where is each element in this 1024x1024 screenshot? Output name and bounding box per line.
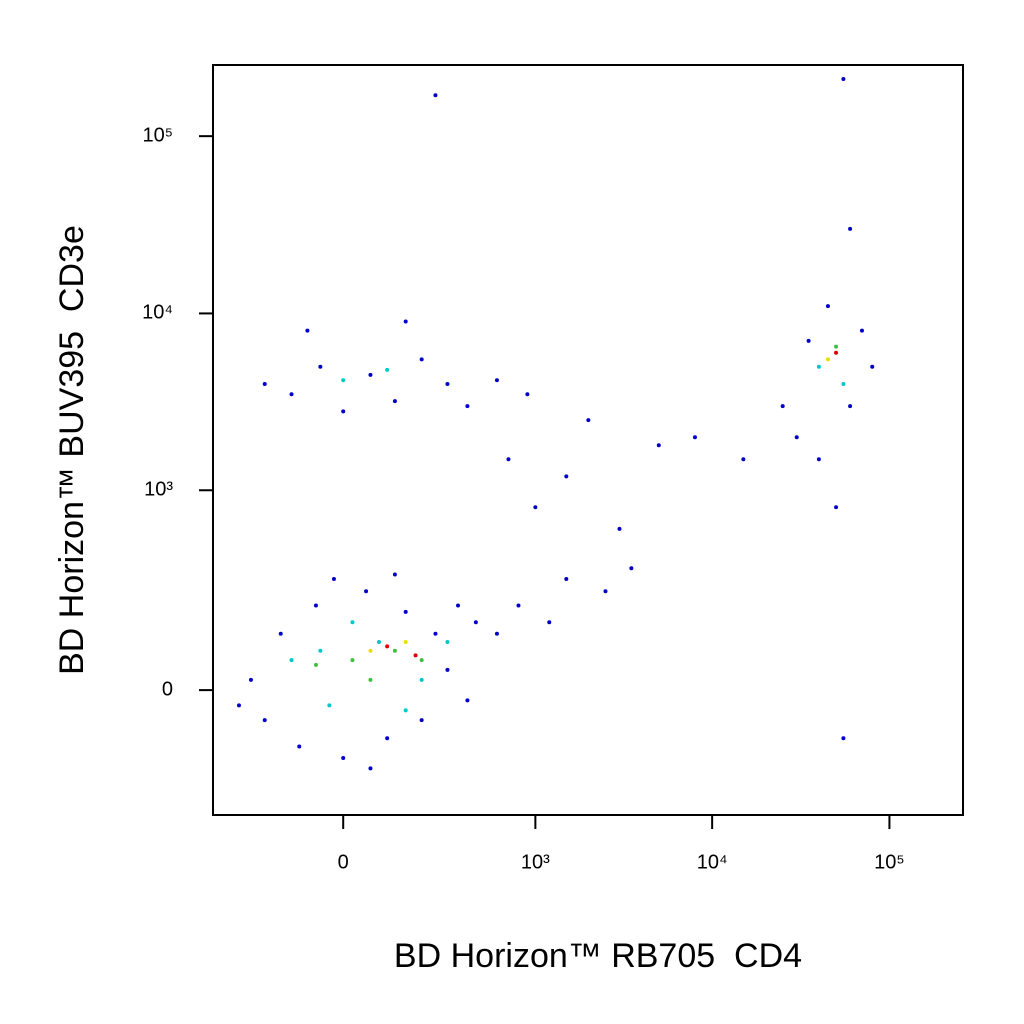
point <box>262 381 267 386</box>
point <box>392 399 397 404</box>
point <box>433 631 438 636</box>
point <box>403 609 408 614</box>
point <box>506 457 511 462</box>
point <box>445 381 450 386</box>
point <box>248 677 253 682</box>
y-axis-label: BD Horizon™ BUV395 CD3e <box>53 225 91 675</box>
point <box>834 505 839 510</box>
point <box>806 338 811 343</box>
point <box>377 639 382 644</box>
point <box>341 409 346 414</box>
point <box>547 620 552 625</box>
point <box>350 620 355 625</box>
point <box>331 576 336 581</box>
point <box>368 372 373 377</box>
point <box>859 328 864 333</box>
point <box>403 639 408 644</box>
point <box>825 304 830 309</box>
point <box>385 367 390 372</box>
point <box>848 404 853 409</box>
point <box>364 589 369 594</box>
point <box>392 572 397 577</box>
point <box>533 505 538 510</box>
point <box>433 93 438 98</box>
point <box>419 357 424 362</box>
point <box>313 662 318 667</box>
point <box>305 328 310 333</box>
point <box>318 648 323 653</box>
point <box>656 443 661 448</box>
point <box>603 589 608 594</box>
point <box>403 708 408 713</box>
point <box>297 744 302 749</box>
point <box>841 381 846 386</box>
point <box>385 644 390 649</box>
point <box>465 698 470 703</box>
point <box>368 766 373 771</box>
y-tick-label: 0 <box>162 678 173 700</box>
point <box>445 639 450 644</box>
y-tick-label: 10⁴ <box>142 302 173 324</box>
point <box>741 457 746 462</box>
y-tick-label: 10³ <box>144 479 173 501</box>
point <box>368 677 373 682</box>
point <box>586 418 591 423</box>
point <box>841 736 846 741</box>
point <box>516 603 521 608</box>
point <box>617 526 622 531</box>
point <box>825 357 830 362</box>
point <box>403 319 408 324</box>
point <box>692 435 697 440</box>
point <box>780 404 785 409</box>
point <box>278 631 283 636</box>
point <box>313 603 318 608</box>
point <box>834 344 839 349</box>
point <box>419 677 424 682</box>
point <box>289 392 294 397</box>
point <box>816 364 821 369</box>
plot-frame <box>212 64 964 816</box>
point <box>350 658 355 663</box>
x-tick-label: 10³ <box>521 851 550 873</box>
point <box>327 703 332 708</box>
point <box>236 703 241 708</box>
point <box>456 603 461 608</box>
point <box>473 620 478 625</box>
point <box>816 457 821 462</box>
point <box>834 350 839 355</box>
y-tick-label: 10⁵ <box>142 124 173 146</box>
point <box>870 364 875 369</box>
point <box>794 435 799 440</box>
point <box>289 658 294 663</box>
point <box>368 648 373 653</box>
x-axis-label: BD Horizon™ RB705 CD4 <box>394 937 802 975</box>
point <box>318 364 323 369</box>
point <box>848 226 853 231</box>
point <box>465 404 470 409</box>
point <box>341 755 346 760</box>
point <box>629 566 634 571</box>
x-tick-label: 10⁵ <box>874 851 905 873</box>
x-tick-label: 0 <box>338 851 349 873</box>
point <box>341 378 346 383</box>
point <box>841 77 846 82</box>
point <box>262 718 267 723</box>
point <box>445 667 450 672</box>
point <box>494 378 499 383</box>
point <box>564 474 569 479</box>
point <box>419 718 424 723</box>
x-tick-label: 10⁴ <box>697 851 728 873</box>
point <box>494 631 499 636</box>
point <box>419 658 424 663</box>
point <box>525 392 530 397</box>
point <box>564 576 569 581</box>
point <box>413 653 418 658</box>
point <box>385 736 390 741</box>
point <box>392 648 397 653</box>
